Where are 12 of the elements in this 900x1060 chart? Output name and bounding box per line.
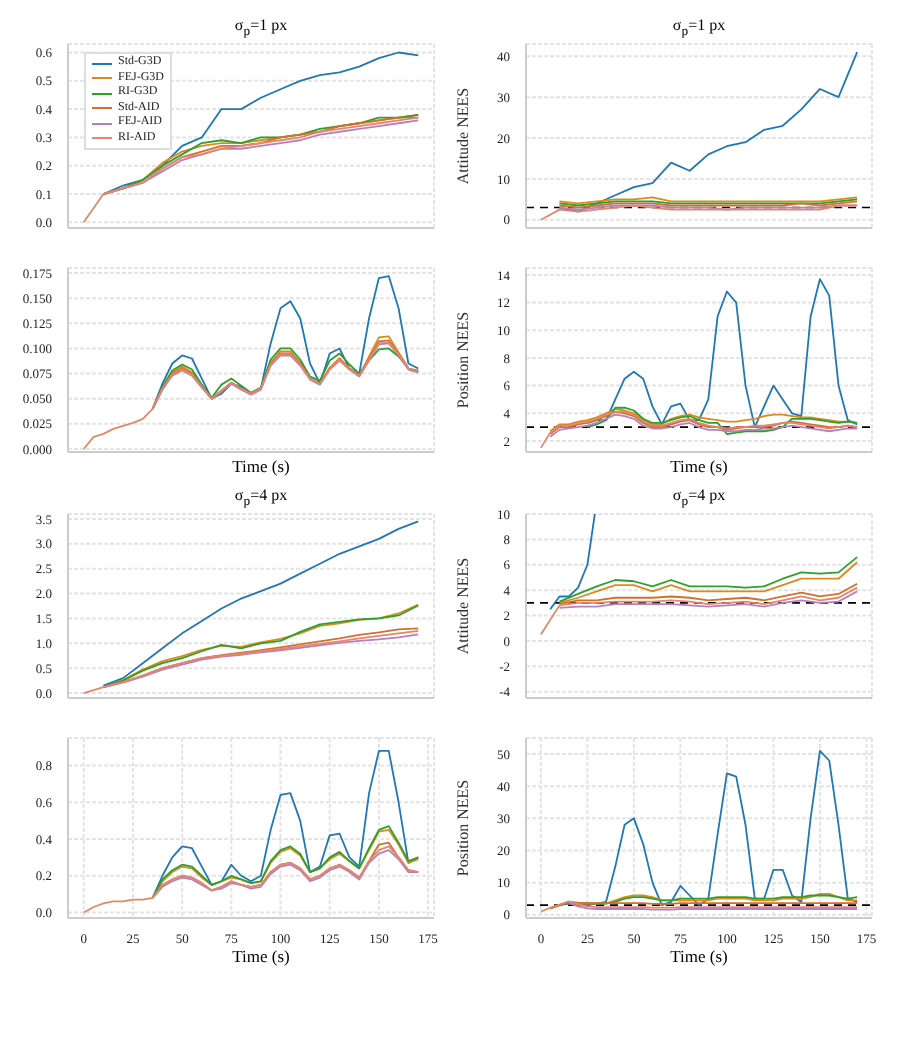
y-axis-title: Attitude NEES (453, 87, 472, 185)
x-axis-title: Time (s) (230, 456, 292, 478)
x-axis-title: Time (s) (668, 946, 730, 968)
chart-title: σ$_{p}$=4 px (232, 486, 290, 510)
x-axis-title: Time (s) (230, 946, 292, 968)
x-axis-title: Time (s) (668, 456, 730, 478)
y-axis-title: Attitude NEES (453, 557, 472, 655)
chart-title: σ$_{p}$=1 px (232, 16, 290, 40)
chart-title: σ$_{p}$=4 px (670, 486, 728, 510)
y-axis-title: Position NEES (453, 779, 472, 877)
chart-title: σ$_{p}$=1 px (670, 16, 728, 40)
y-axis-title: Position NEES (453, 311, 472, 409)
